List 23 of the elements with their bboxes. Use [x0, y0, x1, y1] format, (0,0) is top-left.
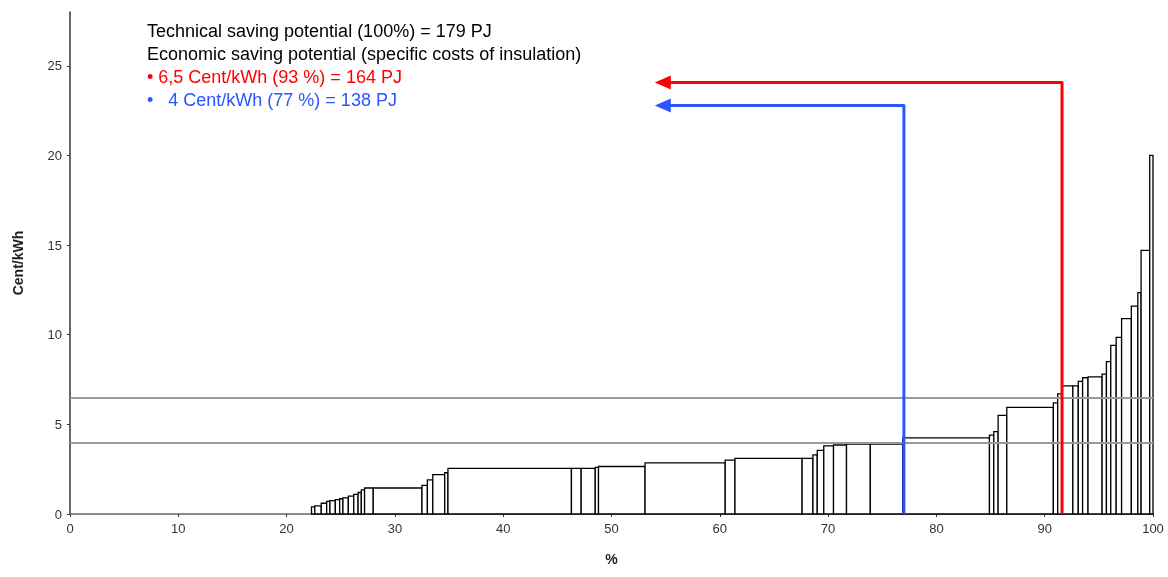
x-tick-label: 50 — [604, 521, 619, 536]
x-tick-label: 60 — [712, 521, 728, 536]
x-tick-label: 40 — [495, 521, 511, 536]
y-tick-label: 20 — [47, 147, 62, 163]
x-tick-label: 90 — [1037, 521, 1052, 536]
y-tick-label: 15 — [47, 237, 62, 253]
y-tick-label: 0 — [54, 506, 62, 522]
x-tick-label: 70 — [820, 521, 836, 536]
y-axis-title: Cent/kWh — [10, 230, 26, 296]
annotation: Technical saving potential (100%) = 179 PJ — [147, 20, 492, 43]
x-tick-label: 80 — [929, 521, 944, 536]
y-tick-label: 10 — [47, 327, 62, 343]
x-axis-title: % — [605, 551, 619, 567]
x-tick-label: 10 — [171, 521, 186, 536]
x-tick-label: 0 — [66, 521, 74, 536]
annotation: Economic saving potential (specific costs of insulation) — [147, 43, 582, 66]
annotation: • 6,5 Cent/kWh (93 %) = 164 PJ — [147, 66, 402, 89]
annotation: • 4 Cent/kWh (77 %) = 138 PJ — [147, 89, 397, 112]
x-tick-label: 30 — [387, 521, 403, 536]
x-tick-label: 100 — [1142, 521, 1164, 536]
y-tick-label: 5 — [54, 416, 62, 432]
x-tick-label: 20 — [279, 521, 294, 536]
y-tick-label: 25 — [47, 58, 62, 74]
